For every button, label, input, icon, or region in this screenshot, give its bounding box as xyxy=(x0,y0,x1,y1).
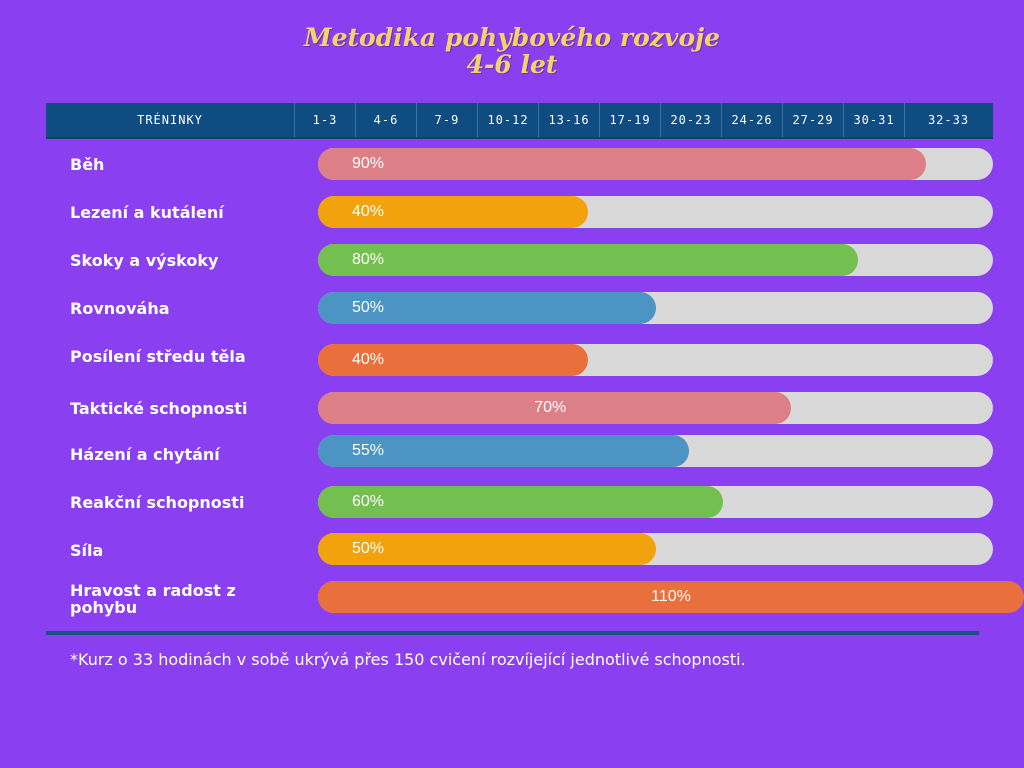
progress-track: 50% xyxy=(318,533,993,565)
header-column: 17-19 xyxy=(599,103,660,137)
progress-track: 40% xyxy=(318,196,993,228)
progress-value-label: 90% xyxy=(352,155,385,172)
progress-value-label: 40% xyxy=(352,351,385,368)
divider xyxy=(46,631,979,635)
progress-fill: 80% xyxy=(318,244,858,276)
progress-value-label: 60% xyxy=(352,493,385,510)
row-label: Běh xyxy=(70,155,105,174)
progress-fill: 40% xyxy=(318,344,588,376)
progress-track: 90% xyxy=(318,148,993,180)
header-column: 4-6 xyxy=(355,103,416,137)
row-label: Posílení středu těla xyxy=(70,347,246,366)
progress-track: 60% xyxy=(318,486,993,518)
header-column: 27-29 xyxy=(782,103,843,137)
progress-track: 110% xyxy=(318,581,1024,613)
progress-track: 55% xyxy=(318,435,993,467)
progress-track: 80% xyxy=(318,244,993,276)
progress-track: 40% xyxy=(318,344,993,376)
header-column: 13-16 xyxy=(538,103,599,137)
progress-fill: 50% xyxy=(318,292,656,324)
progress-fill: 55% xyxy=(318,435,690,467)
header-column: 24-26 xyxy=(721,103,782,137)
progress-track: 50% xyxy=(318,292,993,324)
header-column: 10-12 xyxy=(477,103,538,137)
progress-fill: 50% xyxy=(318,533,656,565)
progress-value-label: 40% xyxy=(352,203,385,220)
row-label: Reakční schopnosti xyxy=(70,493,245,512)
row-label: Síla xyxy=(70,541,104,560)
footnote: *Kurz o 33 hodinách v sobě ukrývá přes 1… xyxy=(70,650,746,669)
header-column: 20-23 xyxy=(660,103,721,137)
header-label: TRÉNINKY xyxy=(137,113,203,127)
progress-value-label: 110% xyxy=(651,588,691,605)
progress-fill: 60% xyxy=(318,486,723,518)
header-column: 1-3 xyxy=(294,103,355,137)
chart-title-line1: Metodika pohybového rozvoje xyxy=(303,23,721,52)
progress-fill: 110% xyxy=(318,581,1024,613)
row-label: Skoky a výskoky xyxy=(70,251,219,270)
progress-value-label: 50% xyxy=(352,299,385,316)
row-label: Hravost a radost z pohybu xyxy=(70,581,236,617)
progress-value-label: 70% xyxy=(534,399,567,416)
progress-value-label: 50% xyxy=(352,540,385,557)
progress-fill: 90% xyxy=(318,148,926,180)
progress-fill: 40% xyxy=(318,196,588,228)
progress-value-label: 80% xyxy=(352,251,385,268)
row-label: Lezení a kutálení xyxy=(70,203,224,222)
progress-value-label: 55% xyxy=(352,442,385,459)
progress-fill: 70% xyxy=(318,392,791,424)
chart-title: Metodika pohybového rozvoje 4-6 let xyxy=(0,24,1024,78)
header-column: 30-31 xyxy=(843,103,904,137)
chart-title-line2: 4-6 let xyxy=(466,50,558,79)
header-column: 7-9 xyxy=(416,103,477,137)
row-label: Taktické schopnosti xyxy=(70,399,248,418)
progress-track: 70% xyxy=(318,392,993,424)
row-label: Rovnováha xyxy=(70,299,170,318)
training-schedule-header: TRÉNINKY 1-3 4-6 7-9 10-12 13-16 17-19 20-23 24… xyxy=(46,103,993,139)
row-label: Házení a chytání xyxy=(70,445,220,464)
header-column: 32-33 xyxy=(904,103,992,137)
